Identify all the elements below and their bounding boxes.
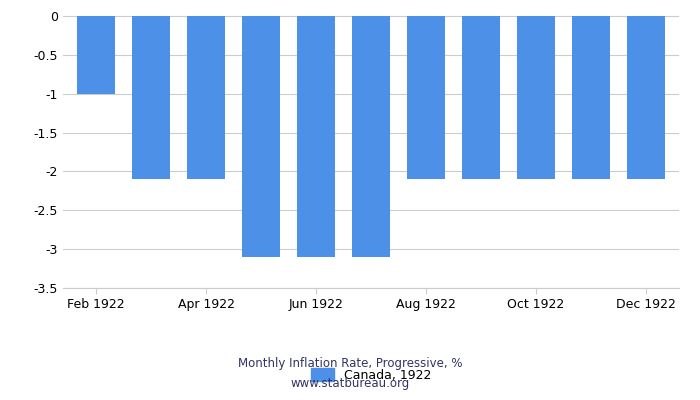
Bar [241,16,280,257]
Bar [407,16,445,179]
Text: www.statbureau.org: www.statbureau.org [290,378,410,390]
Text: Monthly Inflation Rate, Progressive, %: Monthly Inflation Rate, Progressive, % [238,358,462,370]
Legend: Canada, 1922: Canada, 1922 [306,363,436,387]
Bar [77,16,116,94]
Bar [462,16,500,179]
Bar [351,16,391,257]
Bar [517,16,555,179]
Bar [572,16,610,179]
Bar [187,16,225,179]
Bar [626,16,665,179]
Bar [297,16,335,257]
Bar [132,16,170,179]
